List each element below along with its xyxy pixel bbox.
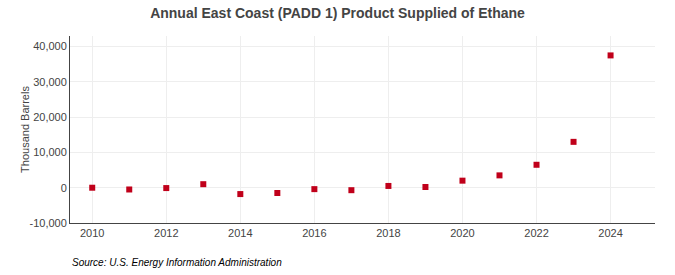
svg-text:2020: 2020 — [450, 227, 474, 239]
svg-text:30,000: 30,000 — [33, 76, 67, 88]
svg-text:40,000: 40,000 — [33, 40, 67, 52]
svg-text:-10,000: -10,000 — [29, 217, 66, 229]
svg-text:2012: 2012 — [154, 227, 178, 239]
svg-text:2018: 2018 — [376, 227, 400, 239]
svg-text:10,000: 10,000 — [33, 146, 67, 158]
svg-text:Source: U.S. Energy Informatio: Source: U.S. Energy Information Administ… — [72, 257, 282, 268]
svg-text:2010: 2010 — [80, 227, 104, 239]
svg-text:2014: 2014 — [228, 227, 252, 239]
svg-text:20,000: 20,000 — [33, 111, 67, 123]
svg-text:2022: 2022 — [524, 227, 548, 239]
svg-text:2024: 2024 — [598, 227, 622, 239]
svg-text:0: 0 — [61, 182, 67, 194]
svg-text:Annual East Coast (PADD 1) Pro: Annual East Coast (PADD 1) Product Suppl… — [150, 5, 525, 21]
svg-text:2016: 2016 — [302, 227, 326, 239]
svg-text:Thousand Barrels: Thousand Barrels — [19, 86, 31, 173]
